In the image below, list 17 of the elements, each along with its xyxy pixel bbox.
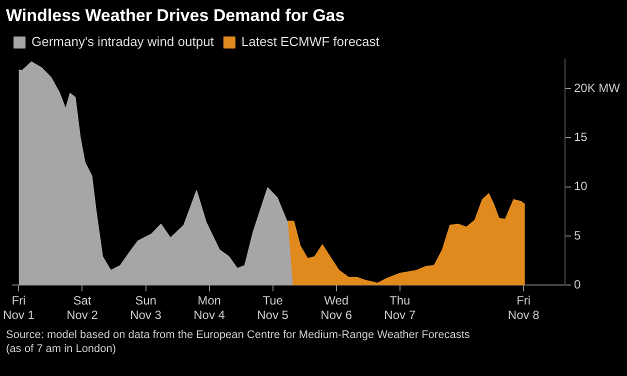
y-tick-label: 20K MW (574, 80, 621, 95)
y-tick-label: 10 (574, 179, 588, 194)
legend-label: Latest ECMWF forecast (241, 34, 380, 50)
x-tick-label: Mon Nov 4 (194, 294, 226, 322)
source-note: Source: model based on data from the European Centre for Medium-Range Weather Forecasts (as of 7 am in London) (6, 328, 471, 356)
y-tick-label: 15 (574, 130, 588, 144)
x-tick-label: Fri Nov 1 (3, 294, 35, 322)
x-tick-label: Wed Nov 6 (320, 294, 352, 322)
y-tick-label: 5 (574, 228, 581, 242)
chart-title: Windless Weather Drives Demand for Gas (5, 5, 346, 26)
legend-label: Germany's intraday wind output (32, 34, 214, 50)
x-tick-label: Thu Nov 7 (384, 294, 416, 322)
x-tick-label: Sat Nov 2 (66, 294, 98, 322)
x-tick-label: Tue Nov 5 (257, 294, 289, 322)
x-tick-label: Sun Nov 3 (130, 294, 162, 322)
x-tick-label: Fri Nov 8 (508, 294, 540, 322)
y-tick-label: 0 (574, 278, 581, 292)
